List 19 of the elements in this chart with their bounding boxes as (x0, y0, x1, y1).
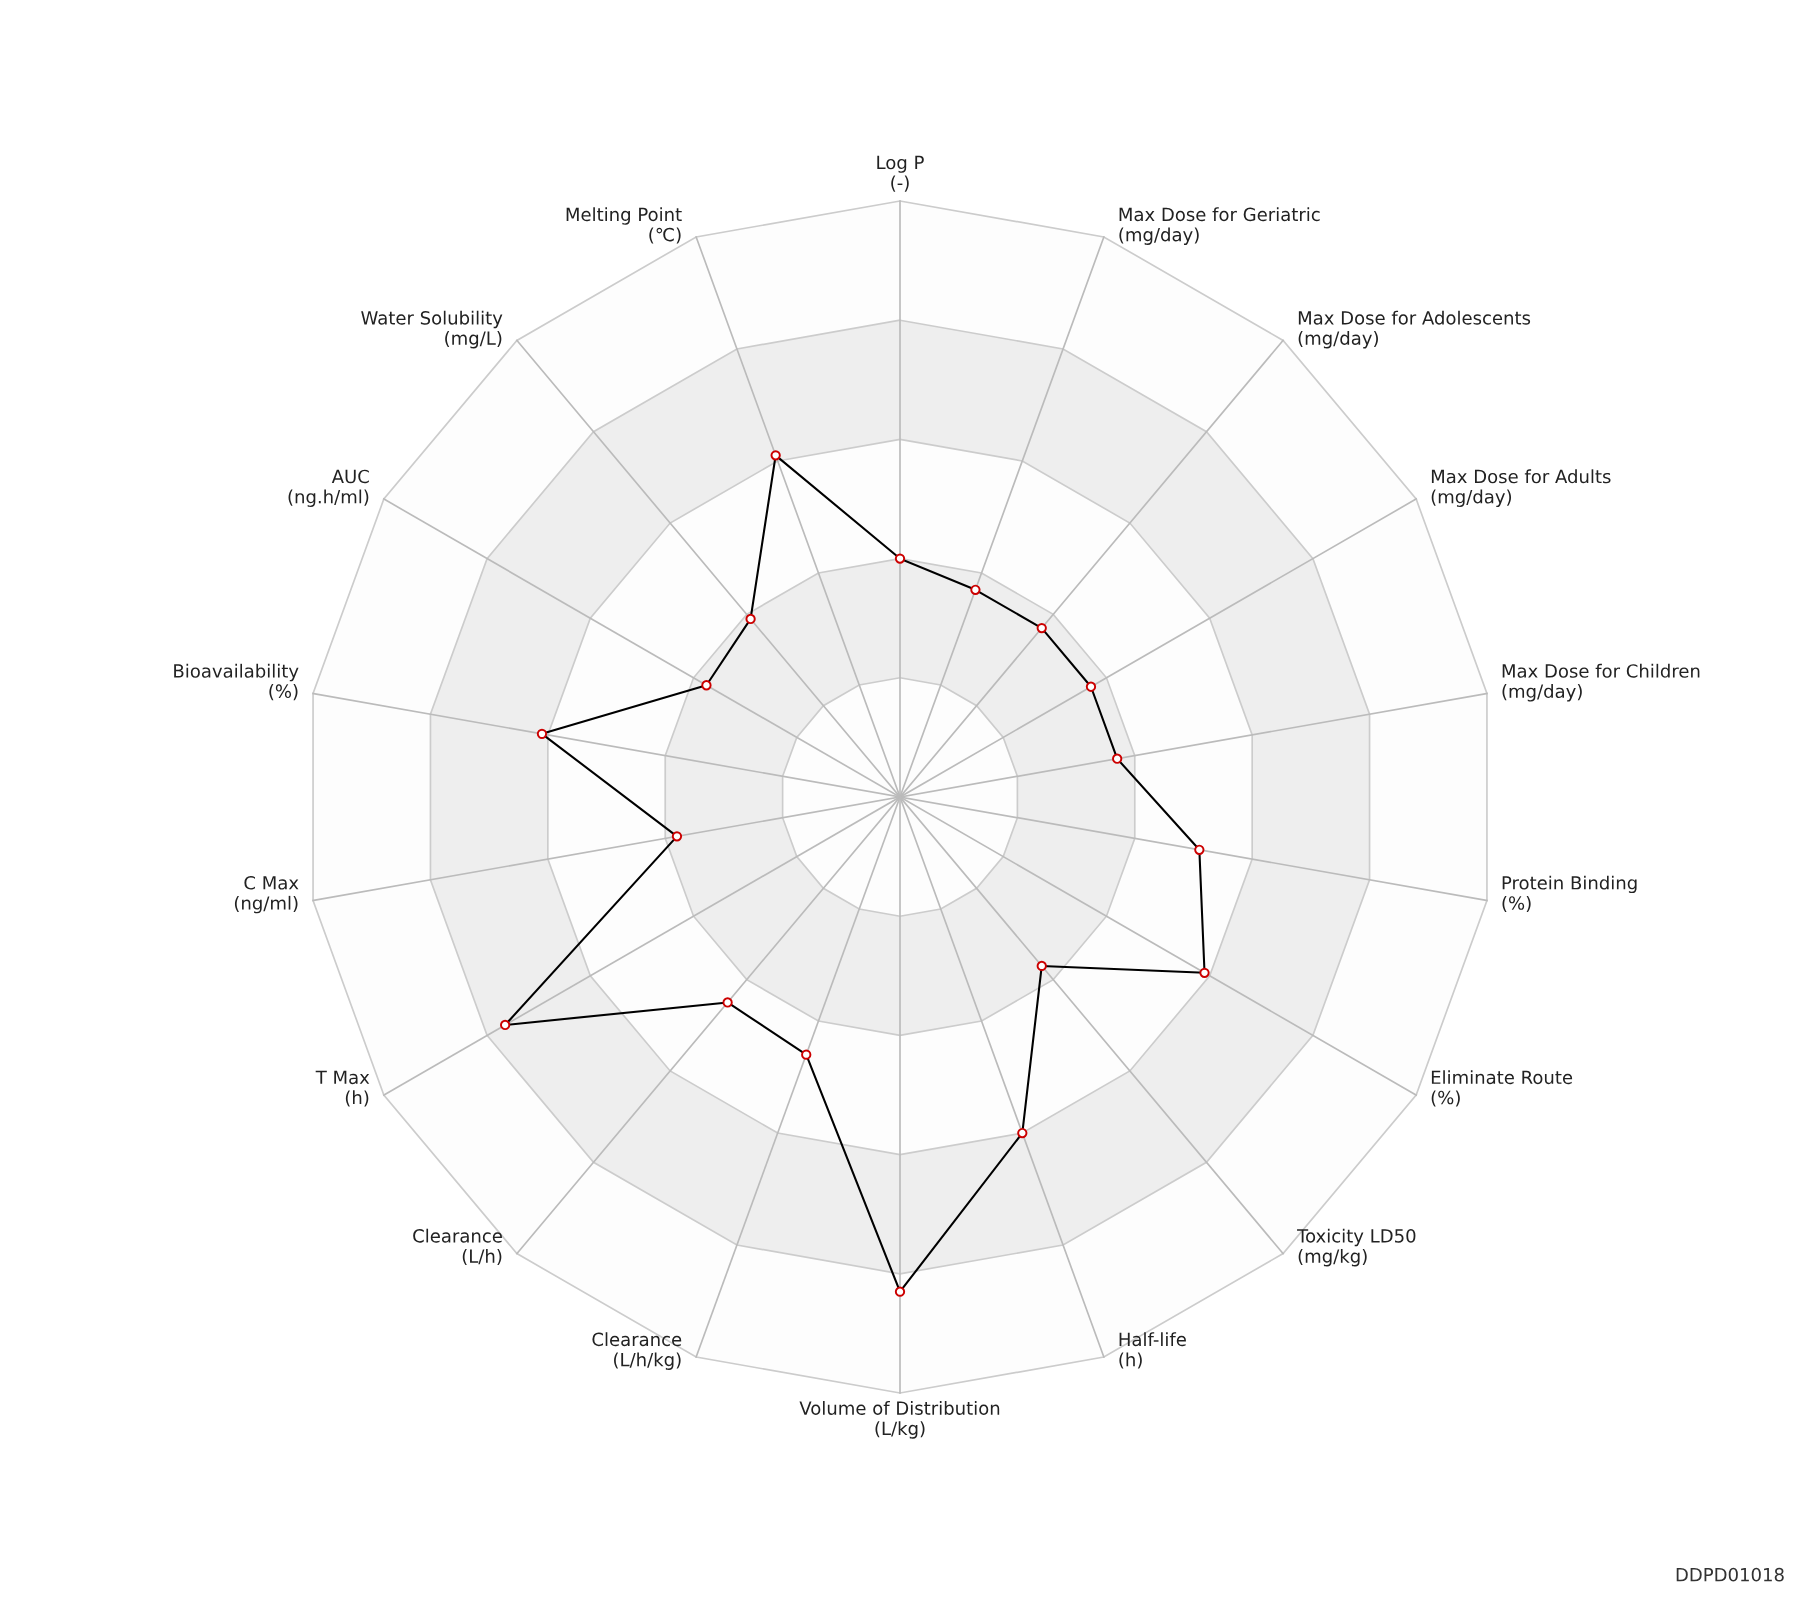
spoke-label: Water Solubility (mg/L) (361, 310, 503, 349)
spoke-label: Toxicity LD50 (mg/kg) (1297, 1228, 1416, 1267)
spoke-label: C Max (ng/ml) (234, 875, 299, 914)
spoke-label: Protein Binding (%) (1502, 875, 1637, 912)
spoke-label: Max Dose for Adults (mg/day) (1431, 469, 1611, 507)
spoke-label: Log P (-) (877, 155, 924, 192)
spoke-label: AUC (ng.h/ml) (288, 469, 369, 507)
spoke-label: Max Dose for Children (mg/day) (1502, 663, 1700, 702)
spoke-label: Melting Point (℃) (566, 207, 682, 244)
spoke-label: Max Dose for Adolescents (mg/day) (1298, 310, 1531, 349)
spoke-label: Clearance (L/h/kg) (592, 1332, 682, 1370)
spoke-label: T Max (h) (315, 1070, 370, 1107)
spoke-label: Max Dose for Geriatric (mg/day) (1119, 207, 1320, 245)
spoke-label: Bioavailability (%) (174, 663, 299, 701)
spoke-label: Clearance (L/h) (413, 1228, 502, 1266)
text: DDPD01018 (1676, 1567, 1784, 1582)
spoke-label: Half-life (h) (1119, 1332, 1186, 1369)
spoke-label: Volume of Distribution (L/kg) (799, 1401, 1000, 1439)
spoke-label: Eliminate Route (%) (1431, 1070, 1573, 1107)
